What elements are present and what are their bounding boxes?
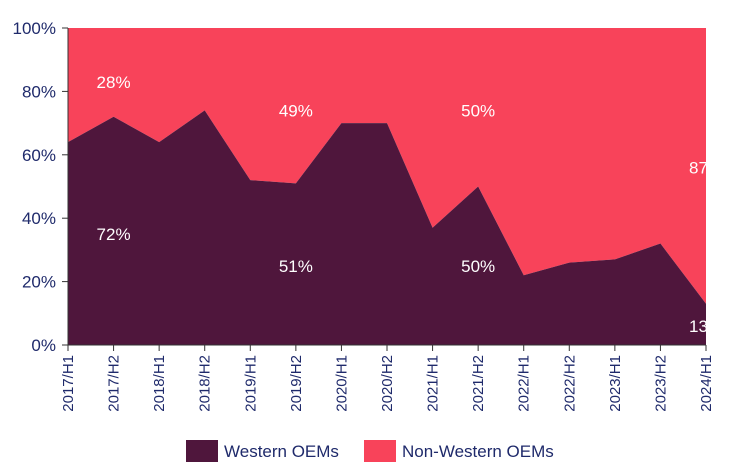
- x-tick-label: 2021/H1: [425, 355, 442, 412]
- x-tick-label: 2023/H1: [607, 355, 624, 412]
- x-tick-label: 2022/H2: [561, 355, 578, 412]
- x-tick-label: 2019/H1: [242, 355, 259, 412]
- y-tick-label: 80%: [22, 82, 56, 101]
- y-tick-label: 40%: [22, 209, 56, 228]
- plot-area: [68, 28, 706, 345]
- y-tick-label: 20%: [22, 273, 56, 292]
- x-tick-label: 2017/H1: [60, 355, 77, 412]
- x-tick-label: 2021/H2: [470, 355, 487, 412]
- legend-label-western: Western OEMs: [224, 442, 339, 461]
- series-area-non-western-oems: [68, 28, 706, 304]
- x-tick-label: 2018/H1: [151, 355, 168, 412]
- legend-swatch-non-western: [364, 440, 396, 462]
- data-label: 51%: [279, 257, 313, 276]
- legend-label-non-western: Non-Western OEMs: [402, 442, 554, 461]
- x-tick-label: 2017/H2: [106, 355, 123, 412]
- data-label: 87%: [689, 158, 723, 177]
- series-area-western-oems: [68, 110, 706, 345]
- data-labels: 28% 72% 49% 51% 50% 50% 87% 13%: [97, 73, 723, 336]
- y-tick-label: 60%: [22, 146, 56, 165]
- x-tick-label: 2018/H2: [197, 355, 214, 412]
- x-tick-label: 2020/H1: [333, 355, 350, 412]
- y-axis: 0% 20% 40% 60% 80% 100%: [13, 19, 706, 355]
- x-tick-label: 2019/H2: [288, 355, 305, 412]
- data-label: 72%: [97, 225, 131, 244]
- y-tick-label: 0%: [31, 336, 56, 355]
- legend-swatch-western: [186, 440, 218, 462]
- data-label: 49%: [279, 101, 313, 120]
- x-tick-label: 2023/H2: [652, 355, 669, 412]
- y-tick-label: 100%: [13, 19, 56, 38]
- x-tick-label: 2020/H2: [379, 355, 396, 412]
- legend: Western OEMs Non-Western OEMs: [186, 440, 554, 462]
- data-label: 50%: [461, 257, 495, 276]
- x-tick-label: 2024/H1: [698, 355, 715, 412]
- data-label: 13%: [689, 317, 723, 336]
- x-tick-label: 2022/H1: [516, 355, 533, 412]
- x-axis: 2017/H1 2017/H2 2018/H1 2018/H2 2019/H1 2019/…: [60, 345, 715, 412]
- data-label: 28%: [97, 73, 131, 92]
- data-label: 50%: [461, 101, 495, 120]
